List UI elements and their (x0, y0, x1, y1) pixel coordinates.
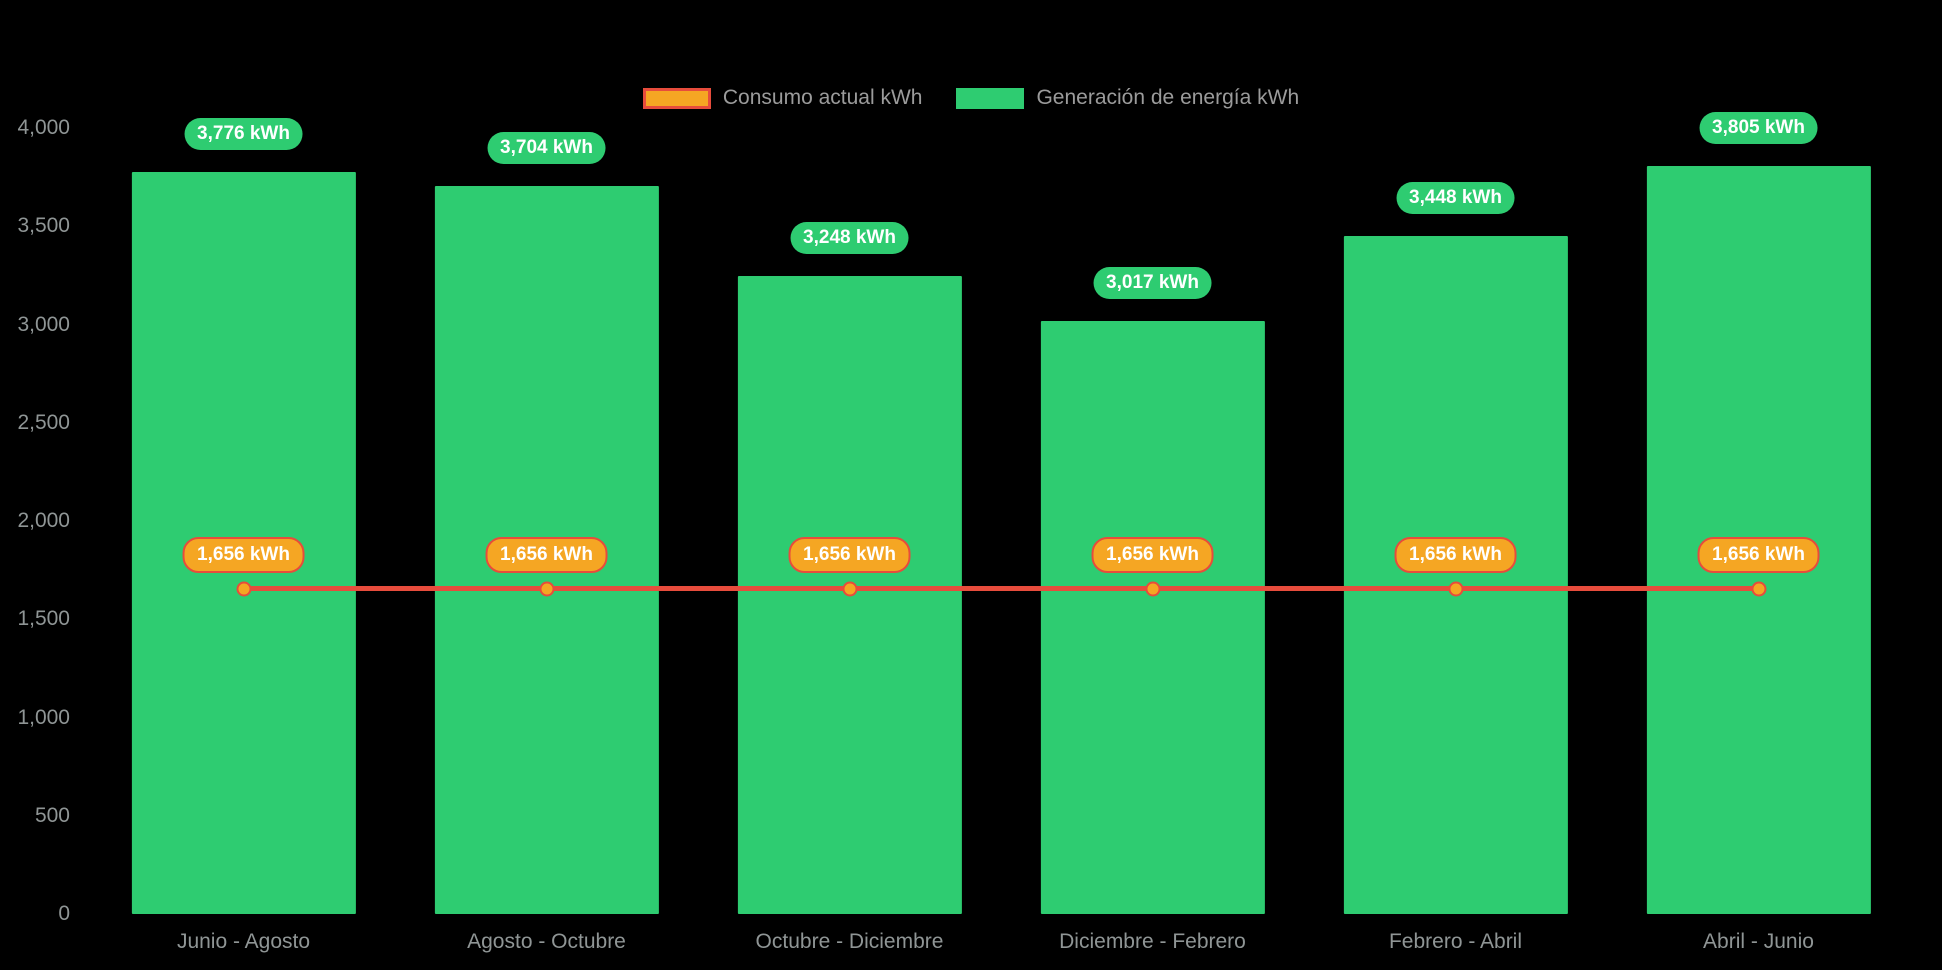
y-tick-label: 2,500 (17, 410, 70, 434)
y-tick-label: 1,000 (17, 705, 70, 729)
y-tick-label: 3,000 (17, 312, 70, 336)
bar-column: 3,776 kWh 1,656 kWh (92, 118, 395, 914)
generation-bar[interactable] (1040, 321, 1265, 914)
consumption-value-badge: 1,656 kWh (182, 536, 305, 573)
generation-value-badge: 3,448 kWh (1396, 182, 1515, 215)
x-axis-label: Agosto - Octubre (467, 930, 626, 953)
x-axis-label: Febrero - Abril (1388, 930, 1523, 953)
consumption-marker[interactable] (842, 581, 857, 597)
consumption-marker[interactable] (1751, 581, 1766, 597)
bar-column: 3,448 kWh 1,656 kWh (1304, 128, 1607, 914)
legend: Consumo actual kWh Generación de energía… (0, 86, 1942, 110)
y-tick-label: 0 (58, 902, 70, 925)
x-axis-label: Abril - Junio (1703, 930, 1814, 953)
y-axis: 0 500 1,000 1,500 2,000 2,500 3,000 3,500 4,000 (0, 116, 80, 925)
legend-label-consumption: Consumo actual kWh (722, 86, 923, 109)
y-tick-label: 1,500 (17, 607, 70, 631)
consumption-value-badge: 1,656 kWh (485, 536, 608, 573)
legend-label-generation: Generación de energía kWh (1036, 86, 1300, 109)
consumption-value-badge: 1,656 kWh (1394, 536, 1517, 573)
generation-value-badge: 3,776 kWh (184, 118, 303, 151)
consumption-line[interactable] (243, 585, 1759, 591)
bar-column: 3,704 kWh 1,656 kWh (395, 128, 698, 914)
consumption-value-badge: 1,656 kWh (1091, 536, 1214, 573)
x-axis: Junio - Agosto Agosto - Octubre Octubre - … (92, 914, 1910, 970)
y-tick-label: 500 (34, 803, 70, 827)
generation-value-badge: 3,248 kWh (790, 221, 909, 254)
bar-column: 3,805 kWh 1,656 kWh (1607, 112, 1910, 914)
plot-columns: 3,776 kWh 1,656 kWh 3,704 kWh 1,656 kWh 3,24… (92, 112, 1910, 914)
consumption-marker[interactable] (1145, 581, 1160, 597)
x-axis-label: Diciembre - Febrero (1059, 930, 1246, 953)
legend-item-consumption[interactable]: Consumo actual kWh (642, 86, 923, 110)
consumption-value-badge: 1,656 kWh (1697, 536, 1820, 573)
consumption-marker[interactable] (539, 581, 554, 597)
x-axis-label: Octubre - Diciembre (755, 930, 944, 953)
consumption-swatch-icon (642, 87, 711, 109)
consumption-marker[interactable] (236, 581, 251, 597)
consumption-marker[interactable] (1448, 581, 1463, 597)
bar-column: 3,017 kWh 1,656 kWh (1001, 128, 1304, 914)
plot-area: 3,776 kWh 1,656 kWh 3,704 kWh 1,656 kWh 3,24… (92, 112, 1910, 914)
generation-swatch-icon (956, 87, 1025, 109)
generation-value-badge: 3,805 kWh (1699, 112, 1818, 145)
y-tick-label: 3,500 (17, 214, 70, 238)
generation-value-badge: 3,017 kWh (1093, 267, 1212, 300)
legend-item-generation[interactable]: Generación de energía kWh (956, 86, 1299, 110)
y-tick-label: 4,000 (17, 116, 70, 139)
bar-column: 3,248 kWh 1,656 kWh (698, 128, 1001, 914)
generation-bar[interactable] (1343, 236, 1568, 914)
y-tick-label: 2,000 (17, 509, 70, 532)
generation-value-badge: 3,704 kWh (487, 132, 606, 165)
x-axis-label: Junio - Agosto (176, 930, 311, 953)
consumption-value-badge: 1,656 kWh (788, 536, 911, 573)
